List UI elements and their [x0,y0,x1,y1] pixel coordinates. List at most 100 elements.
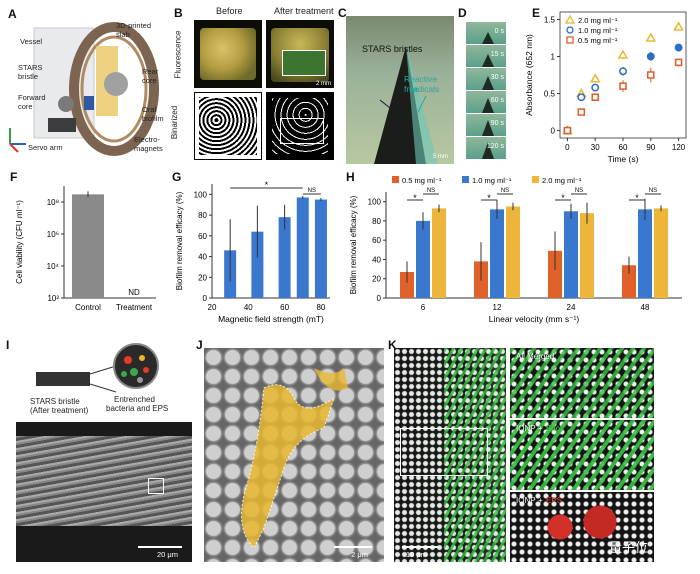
time-frame: 120 s [466,137,506,159]
scale-5mm: 5 mm [433,154,448,160]
x-tick-label: Control [75,303,101,312]
x-tick-label: 20 [208,303,217,312]
y-axis-label: Biofilm removal efficacy (%) [349,195,358,294]
ns-label: NS [575,188,583,194]
bac-label: Bac [546,424,560,433]
ns-label: NS [501,188,509,194]
bristles-photo: STARS bristles Reactive free radicals 5 … [346,16,454,164]
panel-a: A Vessel STARS bristle Forward core Serv… [4,4,164,164]
y-tick-label: 1.5 [544,15,556,24]
x-tick-label: 60 [619,143,628,152]
before-fluorescence-image [194,20,262,88]
x-tick-label: 0 [565,143,570,152]
data-point-triangle [645,32,657,42]
time-frame: 90 s [466,114,506,136]
time-lapse-strip: 0 s 15 s 30 s 60 s 90 s 120 s [466,22,506,162]
legend-swatch [392,176,399,183]
y-axis-label: Absorbance (652 nm) [524,34,534,116]
before-title: Before [216,6,243,16]
ionp-bac-image: IONP + Bac [510,420,654,490]
time-frame: 30 s [466,68,506,90]
panel-h: H 0 20 40 60 80 100 * NS 6 * NS 12 * NS 24 * NS 48 0.5 mg … [342,168,696,332]
significance-star: * [561,193,565,203]
y-tick-label: 0 [551,127,556,136]
y-tick-label: 80 [372,217,381,226]
x-tick-label: Treatment [116,303,153,312]
panel-i: I STARS bristle (After treatment) Entren… [6,336,194,568]
sem-eps-image: 2 μm [204,348,384,562]
time-label: 0 s [494,28,504,35]
data-point-square [577,108,586,116]
bristle-tip [482,76,494,90]
plus-label-2: + [538,496,543,505]
panel-j: J 2 μm [196,336,386,568]
panel-k-label: K [388,338,397,352]
time-label: 90 s [490,120,504,127]
data-point-circle [674,43,683,52]
x-tick-label: 12 [493,303,502,312]
ns-label: NS [649,188,657,194]
bristle-label-2: (After treatment) [30,406,89,415]
label-electro-2: magnets [134,144,163,153]
significance-star: * [635,193,639,203]
label-vessel: Vessel [20,37,42,46]
label-oral-2: biofilm [142,114,164,123]
y-tick-label: 10² [47,294,59,303]
legend-marker [564,14,576,24]
legend-label: 0.5 mg ml⁻¹ [578,36,618,45]
data-point-circle [577,93,586,102]
data-point-square [563,126,572,135]
y-tick-label: 10⁶ [47,230,59,239]
label-core: core [18,102,33,111]
device-schematic: Vessel STARS bristle Forward core Servo … [9,21,164,156]
ionp-label-1: IONP [516,424,536,433]
bar [400,271,414,298]
panel-c-label: C [338,6,347,20]
y-tick-label: 60 [198,232,207,241]
panel-c: C STARS bristles Reactive free radicals … [338,6,456,164]
x-tick-label: 40 [244,303,253,312]
scale-2um: 2 μm [351,550,368,559]
legend-swatch [532,176,539,183]
y-axis-label: Cell viability (CFU ml⁻¹) [15,200,24,284]
time-frame: 60 s [466,91,506,113]
panel-j-label: J [196,338,203,352]
bar [654,208,668,298]
bar [638,209,652,298]
legend-marker [566,36,574,44]
x-tick-label: 48 [641,303,650,312]
significance-star: * [487,193,491,203]
x-tick-label: 90 [646,143,655,152]
label-slab-2: slab [116,30,130,39]
data-point-circle [619,67,627,76]
y-tick-label: 60 [372,236,381,245]
zoom-region-box [148,478,164,494]
bristle-tip [482,54,494,67]
label-rear-1: Rear [142,67,159,76]
x-axis-label: Magnetic field strength (mT) [218,314,324,324]
bacteria-zoom-circle [113,343,159,389]
x-tick-label: 30 [591,143,600,152]
bar-control [72,194,104,298]
ns-label: NS [427,188,435,194]
merged-fluorescence-image: 10 μm [394,348,506,562]
bar [548,250,562,298]
y-tick-label: 0 [377,294,382,303]
panel-f-label: F [10,170,18,184]
bar [314,199,327,298]
label-servo: Servo arm [28,143,63,152]
y-tick-label: 20 [372,275,381,284]
y-tick-label: 40 [198,253,207,262]
ionp-label-2: IONP [516,496,536,505]
electromagnet-ring [69,22,159,156]
electromagnet-coil [80,35,148,143]
time-label: 120 s [486,143,504,150]
eps-label: EPS [546,496,563,505]
y-tick-label: 20 [198,273,207,282]
panel-h-label: H [346,170,355,184]
data-point-circle [646,52,655,61]
panel-e: E 0 30 60 90 120 0 0.5 1 1.5 Time (s) Absorbance (… [510,4,696,168]
panel-a-label: A [8,7,17,21]
x-axis-label: Time (s) [608,154,639,164]
y-tick-label: 1 [551,52,556,61]
